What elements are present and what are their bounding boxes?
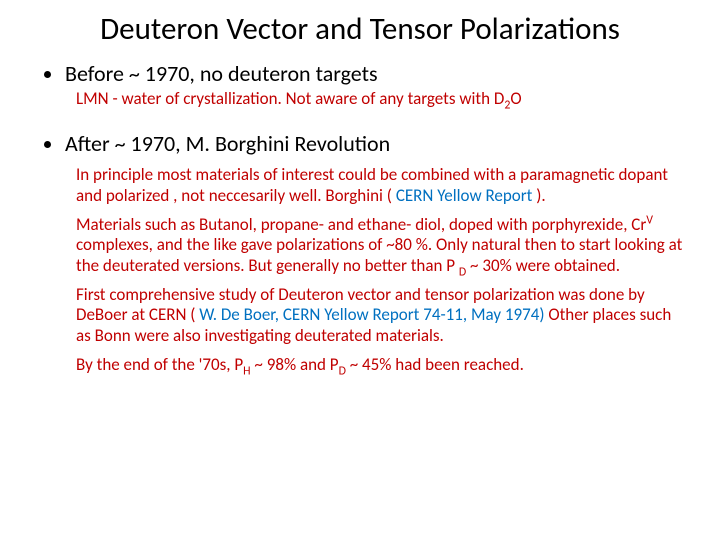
para2-c: ~ 30% were obtained.: [466, 255, 620, 276]
para4-a: By the end of the '70s, P: [76, 354, 243, 375]
paragraph-1: In principle most materials of interest …: [76, 165, 684, 206]
bullet-dot-icon: [44, 71, 51, 78]
bullet-item-2: After ~ 1970, M. Borghini Revolution: [36, 130, 684, 158]
para4-b: ~ 98% and P: [251, 354, 339, 375]
para4-h-subscript: H: [243, 364, 250, 378]
slide-title: Deuteron Vector and Tensor Polarizations: [36, 12, 684, 48]
sub1-pre: LMN - water of crystallization. Not awar…: [76, 88, 504, 109]
paragraph-4: By the end of the '70s, PH ~ 98% and PD …: [76, 355, 684, 376]
para2-superscript: V: [646, 213, 653, 227]
para1-a: In principle most materials of interest …: [76, 164, 668, 206]
para3-blue-ref: W. De Boer, CERN Yellow Report 74-11, Ma…: [199, 304, 544, 325]
para2-a: Materials such as Butanol, propane- and …: [76, 214, 646, 235]
para4-c: ~ 45% had been reached.: [346, 354, 524, 375]
bullet-dot-icon: [44, 141, 51, 148]
para4-d-subscript: D: [339, 364, 346, 378]
sub1-post: O: [510, 88, 521, 109]
bullet-text-2: After ~ 1970, M. Borghini Revolution: [65, 130, 390, 158]
sub-text-1: LMN - water of crystallization. Not awar…: [76, 89, 684, 109]
spacer: [36, 112, 684, 130]
bullet-text-1: Before ~ 1970, no deuteron targets: [65, 60, 378, 88]
slide-container: Deuteron Vector and Tensor Polarizations…: [0, 0, 720, 540]
para1-blue-ref: CERN Yellow Report: [396, 185, 536, 206]
bullet-item-1: Before ~ 1970, no deuteron targets: [36, 60, 684, 88]
paragraph-3: First comprehensive study of Deuteron ve…: [76, 285, 684, 347]
para1-b: ).: [536, 185, 545, 206]
paragraph-2: Materials such as Butanol, propane- and …: [76, 215, 684, 277]
